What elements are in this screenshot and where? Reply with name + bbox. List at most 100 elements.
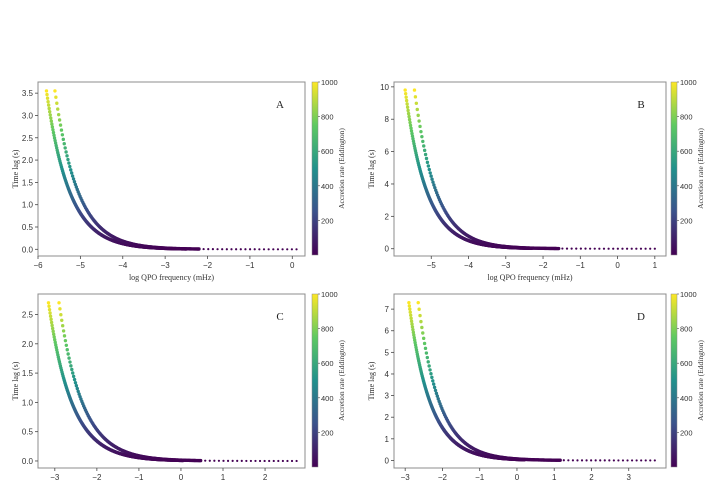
data-point: [72, 180, 77, 184]
data-point: [248, 248, 252, 251]
x-tick-label: −2: [538, 261, 548, 270]
data-point: [51, 128, 55, 132]
y-tick-label: 2: [385, 413, 390, 422]
data-point: [635, 247, 638, 250]
data-point: [410, 134, 415, 138]
data-point: [69, 364, 73, 368]
data-point: [231, 459, 234, 462]
data-point: [236, 459, 239, 462]
y-tick-label: 0.5: [22, 428, 34, 437]
data-point: [225, 248, 228, 251]
data-point: [51, 329, 55, 334]
data-point: [599, 459, 602, 462]
data-point: [410, 131, 414, 136]
data-point: [431, 180, 435, 184]
data-point: [69, 168, 73, 172]
data-point: [584, 247, 587, 250]
data-point: [71, 374, 76, 379]
y-tick-label: 2.0: [22, 340, 34, 349]
data-point: [50, 122, 54, 126]
y-axis-label: Time lag (s): [11, 361, 20, 400]
y-tick-label: 6: [385, 148, 390, 157]
data-point: [59, 312, 63, 317]
colorbar-tick-label: 400: [321, 394, 334, 403]
x-tick-label: −2: [438, 473, 448, 482]
data-point: [407, 117, 412, 122]
x-tick-label: −3: [501, 261, 511, 270]
curve-upper: [416, 300, 656, 462]
data-point: [425, 355, 430, 360]
data-point: [258, 248, 261, 251]
x-tick-label: −1: [475, 473, 485, 482]
data-point: [68, 164, 72, 169]
data-point: [562, 459, 565, 462]
y-tick-label: 0.0: [22, 457, 34, 466]
x-tick-label: −5: [76, 261, 86, 270]
data-point: [436, 397, 440, 401]
y-tick-label: 2.5: [22, 134, 34, 143]
chart-panel-a: −6 −5 −4 −3 −2 −1 0 0.0 0.5 1.0 1.5 2.0 2.5 3.0 3.5 log…: [11, 78, 346, 282]
data-point: [52, 335, 56, 339]
data-point: [290, 459, 294, 463]
data-point: [67, 161, 71, 165]
data-point: [653, 247, 656, 250]
x-tick-label: −3: [161, 261, 171, 270]
x-tick-label: −4: [118, 261, 128, 270]
data-point: [45, 96, 50, 100]
data-point: [427, 364, 431, 368]
data-point: [226, 459, 230, 462]
data-point: [428, 368, 432, 372]
data-point: [51, 332, 56, 336]
data-point: [64, 150, 68, 154]
y-axis-label: Time lag (s): [11, 149, 20, 188]
data-point: [412, 333, 416, 337]
data-point: [421, 336, 426, 341]
data-point: [575, 247, 578, 250]
data-point: [412, 88, 417, 92]
colorbar-tick-label: 1000: [680, 290, 697, 299]
y-tick-label: 2.0: [22, 156, 34, 165]
x-tick-label: 1: [221, 473, 226, 482]
data-point: [77, 392, 81, 396]
data-point: [207, 248, 210, 251]
data-point: [216, 248, 219, 251]
data-point: [607, 247, 610, 250]
data-point: [281, 248, 284, 251]
y-tick-label: 10: [380, 83, 389, 92]
data-point: [59, 128, 64, 132]
data-point: [639, 247, 643, 250]
data-point: [556, 246, 561, 251]
data-point: [424, 156, 429, 161]
data-point: [408, 123, 413, 128]
colorbar-label: Accretion rate (Eddington): [696, 128, 705, 209]
data-point: [48, 311, 52, 315]
data-point: [47, 106, 51, 111]
data-point: [570, 247, 573, 250]
x-axis-label: log QPO frequency (mHz): [487, 273, 572, 282]
data-point: [421, 139, 425, 144]
data-point: [295, 248, 298, 251]
x-tick-label: 1: [653, 261, 658, 270]
colorbar-tick-label: 200: [321, 428, 334, 437]
data-point: [76, 389, 80, 394]
y-tick-label: 6: [385, 327, 390, 336]
data-point: [290, 248, 293, 251]
data-point: [63, 338, 68, 343]
data-point: [416, 113, 420, 118]
data-point: [49, 317, 53, 322]
data-point: [430, 375, 434, 380]
colorbar-tick-label: 1000: [321, 78, 338, 87]
data-point: [653, 459, 656, 462]
data-point: [406, 111, 411, 116]
data-point: [571, 459, 575, 462]
y-tick-label: 4: [385, 370, 390, 379]
y-tick-label: 1.5: [22, 369, 34, 378]
data-point: [426, 360, 430, 364]
data-point: [625, 247, 629, 250]
data-point: [640, 459, 643, 462]
data-point: [415, 107, 419, 112]
plot-frame: [37, 293, 306, 469]
data-point: [423, 346, 428, 351]
data-point: [429, 372, 433, 376]
